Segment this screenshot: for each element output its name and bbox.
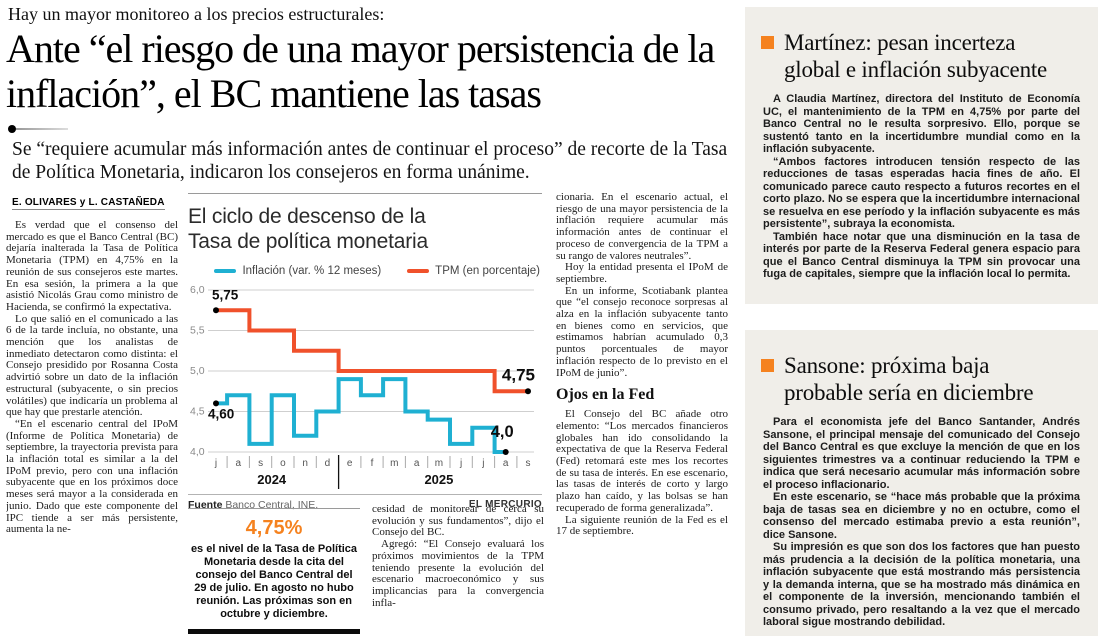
svg-text:5,0: 5,0 (190, 365, 205, 377)
chart-title: El ciclo de descenso de la Tasa de polít… (188, 205, 428, 253)
paragraph: También hace notar que una disminución e… (763, 230, 1080, 281)
section-heading: Ojos en la Fed (556, 386, 655, 404)
svg-text:e: e (347, 458, 353, 469)
paragraph: Es verdad que el consenso del mercado es… (6, 219, 178, 313)
svg-text:4,75: 4,75 (502, 365, 535, 384)
column-4-bottom-paragraphs: El Consejo del BC añade otro elemento: “… (556, 408, 728, 538)
sidebar-box-martinez: Martínez: pesan incerteza global e infla… (745, 7, 1098, 304)
paragraph: Su impresión es que son dos los factores… (763, 541, 1080, 628)
svg-text:a: a (236, 458, 242, 469)
column-4-top-paragraphs: cionaria. En el escenario actual, el rie… (556, 192, 728, 379)
svg-text:5,75: 5,75 (212, 287, 239, 302)
newspaper-credit: EL MERCURIO (468, 499, 542, 510)
chart-legend: Inflación (var. % 12 meses) TPM (en porce… (188, 263, 542, 278)
paragraph: El Consejo del BC añade otro elemento: “… (556, 408, 728, 514)
article-column-1: E. OLIVARES y L. CASTAÑEDA Es verdad que… (6, 192, 178, 642)
bullet-dot-icon (8, 125, 16, 133)
legend-label: Inflación (var. % 12 meses) (242, 264, 382, 277)
svg-text:4,0: 4,0 (190, 446, 205, 458)
svg-text:f: f (371, 458, 374, 469)
sidebar-headline: Sansone: próxima baja probable sería en … (784, 353, 1034, 405)
paragraph: cionaria. En el escenario actual, el rie… (556, 192, 728, 262)
sidebar-body: A Claudia Martínez, directora del Instit… (759, 93, 1082, 281)
svg-text:s: s (258, 458, 263, 469)
svg-text:j: j (214, 458, 217, 469)
svg-text:m: m (435, 458, 443, 469)
paragraph: cesidad de monitorear de cerca su evoluc… (372, 504, 544, 539)
svg-text:a: a (503, 458, 509, 469)
svg-text:2024: 2024 (257, 472, 287, 487)
svg-text:5,5: 5,5 (190, 325, 205, 337)
legend-dash-icon (407, 268, 430, 273)
kicker: Hay un mayor monitoreo a los precios est… (8, 4, 385, 24)
column-1-paragraphs: Es verdad que el consenso del mercado es… (6, 219, 178, 536)
sidebar: Martínez: pesan incerteza global e infla… (745, 0, 1098, 642)
legend-item: TPM (en porcentaje) (407, 265, 540, 277)
svg-text:a: a (414, 458, 420, 469)
infobox-figure: 4,75% (245, 517, 303, 539)
paragraph: A Claudia Martínez, directora del Instit… (763, 93, 1080, 155)
paragraph: En este escenario, se “hace más probable… (763, 491, 1080, 541)
svg-text:s: s (526, 458, 531, 469)
chart-block: El ciclo de descenso de la Tasa de polít… (188, 193, 542, 511)
byline: E. OLIVARES y L. CASTAÑEDA (12, 197, 165, 210)
svg-text:4,60: 4,60 (208, 406, 234, 421)
infobox: 4,75% es el nivel de la Tasa de Política… (188, 508, 360, 634)
article-column-3: cesidad de monitorear de cerca su evoluc… (372, 504, 544, 642)
subheadline: Se “requiere acumular más información an… (12, 139, 728, 183)
svg-text:o: o (280, 458, 286, 469)
gray-rule (16, 128, 68, 130)
paragraph: Agregó: “El Consejo evaluará los próximo… (372, 538, 544, 609)
main-article: Hay un mayor monitoreo a los precios est… (6, 2, 740, 642)
svg-text:m: m (390, 458, 398, 469)
orange-square-bullet-icon (761, 359, 774, 372)
headline: Ante “el riesgo de una mayor persistenci… (6, 26, 715, 116)
infobox-text: es el nivel de la Tasa de Política Monet… (190, 543, 358, 620)
paragraph: La siguiente reunión de la Fed es el 17 … (556, 513, 728, 538)
svg-text:j: j (481, 458, 484, 469)
svg-text:d: d (325, 458, 331, 469)
legend-item: Inflación (var. % 12 meses) (214, 265, 381, 277)
svg-text:2025: 2025 (424, 472, 453, 487)
svg-text:4,5: 4,5 (190, 406, 205, 418)
sidebar-box-sansone: Sansone: próxima baja probable sería en … (745, 330, 1098, 636)
sidebar-headline: Martínez: pesan incerteza global e infla… (784, 30, 1048, 82)
paragraph: En un informe, Scotiabank plantea que “e… (556, 284, 728, 379)
svg-text:4,0: 4,0 (491, 423, 514, 441)
tpm-chart-svg: 6,0 5,5 5,0 4,5 4,0 j a s o n d e f m a m j j a s 2024 2025 4,… (190, 284, 535, 489)
orange-square-bullet-icon (761, 36, 774, 49)
paragraph: “En el escenario central del IPoM (Infor… (6, 417, 178, 536)
sidebar-headline-row: Martínez: pesan incerteza global e infla… (759, 29, 1082, 83)
svg-text:6,0: 6,0 (190, 284, 205, 296)
paragraph: Para el economista jefe del Banco Santan… (763, 416, 1080, 491)
legend-dash-icon (214, 268, 237, 273)
infobox-bottom-bar (188, 629, 360, 634)
svg-text:n: n (302, 458, 308, 469)
paragraph: Lo que salió en el comunicado a las 6 de… (6, 312, 178, 419)
legend-label: TPM (en porcentaje) (435, 264, 540, 277)
headline-rule (8, 125, 740, 133)
paragraph: Hoy la entidad presenta el IPoM de septi… (556, 261, 728, 285)
sidebar-headline-row: Sansone: próxima baja probable sería en … (759, 352, 1082, 406)
article-column-4: cionaria. En el escenario actual, el rie… (556, 192, 728, 642)
paragraph: “Ambos factores introducen tensión respe… (763, 155, 1080, 231)
sidebar-body: Para el economista jefe del Banco Santan… (759, 416, 1082, 629)
svg-text:j: j (459, 458, 462, 469)
